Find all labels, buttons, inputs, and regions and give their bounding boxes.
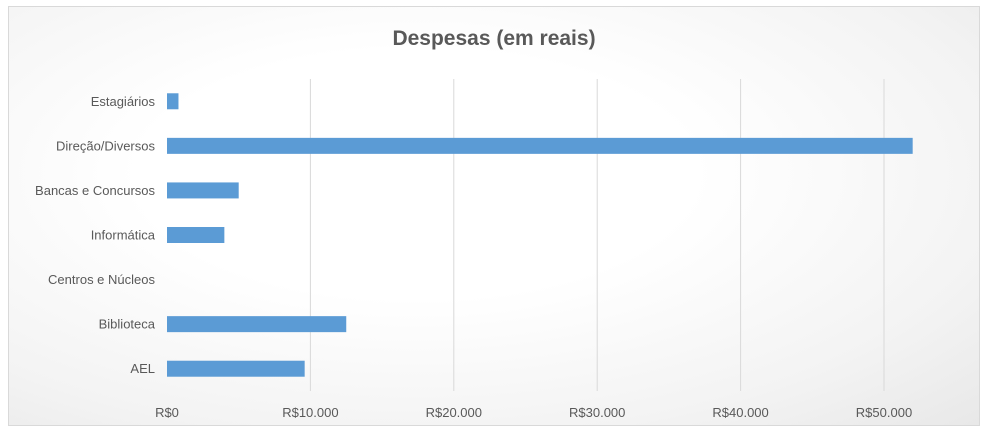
x-tick-label: R$20.000 [426,405,482,420]
bars [167,93,913,377]
x-tick-labels: R$0 R$10.000 R$20.000 R$30.000 R$40.000 R$50.… [155,405,912,420]
category-label: Informática [91,228,156,243]
category-label: Bancas e Concursos [35,183,155,198]
category-label: Biblioteca [99,317,156,332]
x-tick-label: R$30.000 [569,405,625,420]
chart-area: Despesas (em reais) Estagiários Direção/D… [8,6,980,426]
bar [167,182,239,199]
bar [167,227,225,243]
x-tick-label: R$0 [155,405,179,420]
category-labels: Estagiários Direção/Diversos Bancas e Conc… [35,94,156,376]
x-tick-label: R$50.000 [856,405,912,420]
chart-plot: Estagiários Direção/Diversos Bancas e Conc… [35,79,913,420]
bar [167,316,347,333]
chart-title: Despesas (em reais) [392,27,596,50]
x-tick-label: R$40.000 [712,405,768,420]
gridlines [309,79,885,391]
bar [167,137,913,154]
category-label: Direção/Diversos [56,138,155,153]
category-label: Centros e Núcleos [48,272,155,287]
bar [167,93,179,110]
bar [167,360,305,377]
category-label: AEL [130,361,155,376]
x-tick-label: R$10.000 [282,405,338,420]
category-label: Estagiários [91,94,156,109]
